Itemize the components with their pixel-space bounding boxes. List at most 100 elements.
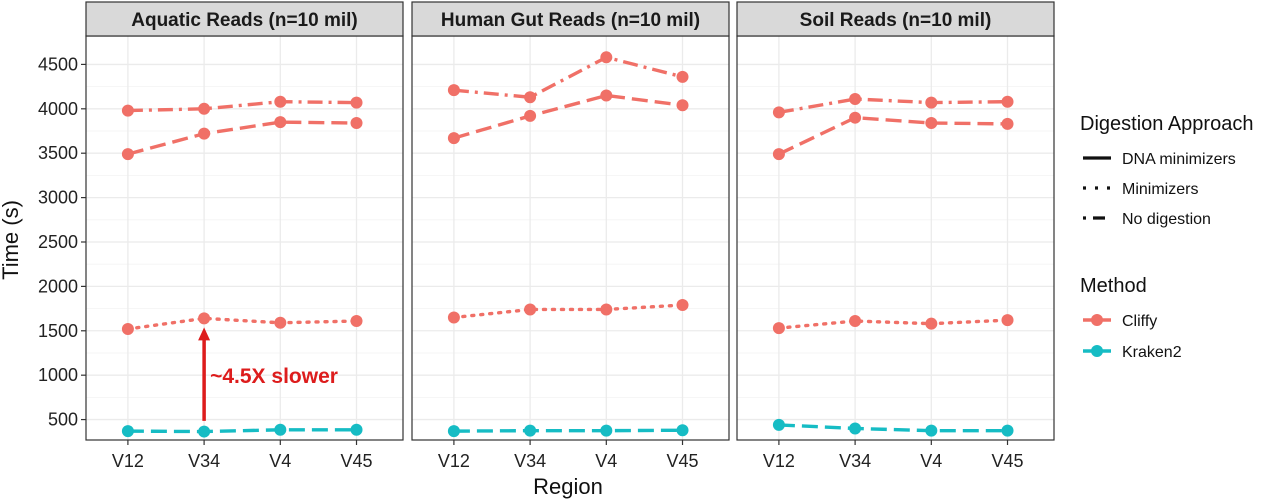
y-axis-title: Time (s)	[0, 200, 23, 280]
data-point-v12	[121, 425, 134, 438]
legend-digestion-items: DNA minimizers Minimizers No digestion	[1083, 151, 1236, 228]
series-cliffy-minimizers	[121, 312, 363, 336]
legend-item-dna-minimizers: DNA minimizers	[1083, 151, 1236, 168]
data-point-v12	[447, 311, 460, 324]
series-line	[127, 120, 357, 156]
data-point-v12	[772, 322, 785, 335]
facet-strip	[411, 1, 730, 37]
data-point-v34	[198, 425, 211, 438]
data-point-v45	[676, 70, 689, 83]
y-tick-label: 3500	[38, 143, 78, 163]
legend-point-swatch	[1091, 314, 1103, 326]
data-point-v45	[1001, 117, 1014, 130]
data-point-v34	[198, 127, 211, 140]
series-line	[127, 100, 357, 113]
data-point-v34	[524, 109, 537, 122]
legend-point-swatch	[1091, 345, 1103, 357]
y-tick-label: 2500	[38, 232, 78, 252]
x-tick-label: V4	[269, 451, 291, 471]
y-tick-label: 4000	[38, 99, 78, 119]
data-point-v12	[447, 84, 460, 97]
panel-3: Soil Reads (n=10 mil) V12 V34 V4 V45	[736, 1, 1055, 471]
data-point-v34	[849, 111, 862, 124]
data-point-v45	[350, 117, 363, 130]
x-tick-label: V34	[839, 451, 871, 471]
data-point-v12	[447, 132, 460, 145]
data-point-v45	[350, 96, 363, 109]
data-point-v45	[1001, 95, 1014, 108]
data-point-v4	[274, 423, 287, 436]
data-point-v12	[772, 106, 785, 119]
series-kraken2-dna-minimizers	[447, 424, 689, 438]
data-point-v4	[600, 89, 613, 102]
legend-label: DNA minimizers	[1122, 151, 1236, 168]
x-tick-label: V12	[438, 451, 470, 471]
data-point-v34	[524, 424, 537, 437]
data-point-v12	[121, 323, 134, 336]
series-kraken2-dna-minimizers	[121, 423, 363, 438]
legend: Digestion Approach DNA minimizers Minimiz…	[1080, 113, 1253, 361]
x-tick-label: V45	[666, 451, 698, 471]
data-point-v34	[849, 422, 862, 435]
data-point-v4	[925, 424, 938, 437]
series-cliffy-dna-minimizers	[772, 111, 1014, 161]
series-cliffy-no-digestion	[447, 51, 689, 104]
x-axis-title: Region	[533, 474, 603, 499]
series-line	[453, 55, 683, 100]
data-point-v4	[925, 117, 938, 130]
data-point-v45	[676, 99, 689, 112]
data-point-v12	[447, 425, 460, 438]
data-point-v4	[600, 303, 613, 316]
facet-title: Human Gut Reads (n=10 mil)	[441, 10, 700, 31]
series-cliffy-dna-minimizers	[447, 89, 689, 145]
legend-item-kraken2: Kraken2	[1083, 344, 1182, 361]
data-point-v45	[1001, 314, 1014, 327]
y-tick-label: 4500	[38, 54, 78, 74]
legend-label: Kraken2	[1122, 344, 1182, 361]
data-point-v34	[524, 303, 537, 316]
data-point-v4	[274, 116, 287, 129]
x-tick-label: V4	[595, 451, 617, 471]
y-tick-label: 500	[48, 410, 78, 430]
data-point-v4	[274, 316, 287, 329]
x-tick-label: V4	[920, 451, 942, 471]
x-tick-label: V12	[763, 451, 795, 471]
facet-title: Aquatic Reads (n=10 mil)	[131, 10, 357, 31]
data-point-v45	[676, 299, 689, 312]
series-kraken2-dna-minimizers	[772, 418, 1014, 437]
data-point-v45	[1001, 424, 1014, 437]
series-cliffy-no-digestion	[121, 95, 363, 117]
facet-strip	[736, 1, 1055, 37]
legend-item-cliffy: Cliffy	[1083, 313, 1157, 330]
legend-item-no-digestion: No digestion	[1083, 211, 1211, 228]
facet-title: Soil Reads (n=10 mil)	[800, 10, 992, 31]
annotation-arrow-head	[198, 327, 211, 341]
data-point-v34	[524, 91, 537, 104]
annotation-label: ~4.5X slower	[210, 365, 338, 388]
facet-strip	[85, 1, 404, 37]
data-point-v34	[198, 312, 211, 325]
legend-label: Cliffy	[1122, 313, 1157, 330]
y-tick-label: 2000	[38, 276, 78, 296]
x-tick-label: V34	[188, 451, 220, 471]
series-line	[453, 93, 683, 140]
legend-label: Minimizers	[1122, 181, 1198, 198]
data-point-v4	[925, 96, 938, 109]
x-tick-label: V45	[340, 451, 372, 471]
data-point-v4	[274, 95, 287, 108]
data-point-v12	[772, 148, 785, 161]
legend-label: No digestion	[1122, 211, 1211, 228]
y-tick-label: 1500	[38, 321, 78, 341]
legend-item-minimizers: Minimizers	[1083, 181, 1198, 198]
series-line	[777, 318, 1010, 330]
chart-panels: ~4.5X slower Aquatic Reads (n=10 mil) V12 V…	[38, 1, 1055, 471]
y-tick-label: 3000	[38, 188, 78, 208]
data-point-v4	[925, 317, 938, 330]
data-point-v45	[676, 424, 689, 437]
data-point-v45	[350, 315, 363, 328]
series-cliffy-minimizers	[772, 314, 1014, 335]
series-line	[778, 423, 1008, 433]
data-point-v12	[121, 104, 134, 117]
data-point-v12	[772, 418, 785, 431]
legend-title-method: Method	[1080, 275, 1147, 297]
